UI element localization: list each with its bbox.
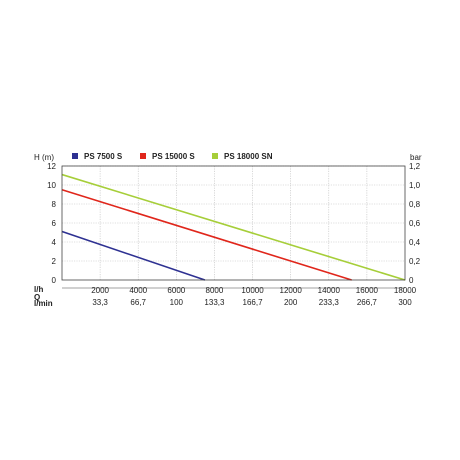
legend: PS 7500 S PS 15000 S PS 18000 SN	[72, 152, 273, 161]
grid	[62, 165, 405, 280]
legend-label: PS 15000 S	[152, 152, 195, 161]
right-tick-label: 0,6	[409, 219, 421, 228]
right-axis-title: bar	[410, 153, 422, 162]
right-tick-label: 0,2	[409, 257, 421, 266]
series-line	[61, 173, 406, 281]
right-tick-label: 0	[409, 276, 414, 285]
x-lmin-tick-label: 33,3	[92, 298, 108, 307]
left-tick-label: 10	[47, 181, 56, 190]
right-tick-label: 0,4	[409, 238, 421, 247]
legend-label: PS 18000 SN	[224, 152, 273, 161]
x-lmin-tick-label: 300	[398, 298, 412, 307]
right-tick-label: 1,2	[409, 162, 421, 171]
x-lmin-tick-label: 166,7	[243, 298, 264, 307]
x-lh-tick-label: 10000	[241, 286, 264, 295]
x-lmin-tick-label: 200	[284, 298, 298, 307]
x-lh-tick-label: 6000	[167, 286, 185, 295]
x-lh-tick-label: 16000	[356, 286, 379, 295]
x-row-lh-label: l/h	[34, 285, 43, 294]
x-axis-lmin-ticks: 33,3 66,7 100 133,3 166,7 200 233,3 266,7 300	[92, 298, 412, 307]
x-lmin-tick-label: 100	[170, 298, 184, 307]
right-axis-ticks: 0 0,2 0,4 0,6 0,8 1,0 1,2	[409, 162, 421, 285]
plot-frame	[61, 165, 406, 281]
left-tick-label: 2	[52, 257, 57, 266]
left-axis-ticks: 0 2 4 6 8 10 12	[47, 162, 56, 285]
left-tick-label: 4	[52, 238, 57, 247]
x-axis-lh-ticks: 2000 4000 6000 8000 10000 12000 14000 16000 1800…	[91, 286, 416, 295]
left-axis-title: H (m)	[34, 153, 54, 162]
legend-label: PS 7500 S	[84, 152, 123, 161]
x-lh-tick-label: 8000	[206, 286, 224, 295]
series-line	[61, 188, 352, 281]
legend-swatch	[140, 153, 146, 159]
x-lmin-tick-label: 66,7	[130, 298, 146, 307]
legend-swatch	[72, 153, 78, 159]
x-lh-tick-label: 4000	[129, 286, 147, 295]
right-tick-label: 0,8	[409, 200, 421, 209]
x-lh-tick-label: 12000	[280, 286, 303, 295]
left-tick-label: 6	[52, 219, 57, 228]
series-lines	[61, 173, 406, 281]
legend-swatch	[212, 153, 218, 159]
left-tick-label: 0	[52, 276, 57, 285]
series-line	[61, 230, 206, 281]
x-lmin-tick-label: 266,7	[357, 298, 378, 307]
x-lh-tick-label: 2000	[91, 286, 109, 295]
q-label: Q	[34, 293, 40, 302]
left-tick-label: 12	[47, 162, 56, 171]
left-tick-label: 8	[52, 200, 57, 209]
x-lh-tick-label: 18000	[394, 286, 417, 295]
x-lmin-tick-label: 233,3	[319, 298, 340, 307]
right-tick-label: 1,0	[409, 181, 421, 190]
x-lh-tick-label: 14000	[318, 286, 341, 295]
x-row-lmin-label: l/min	[34, 299, 53, 308]
x-lmin-tick-label: 133,3	[204, 298, 225, 307]
